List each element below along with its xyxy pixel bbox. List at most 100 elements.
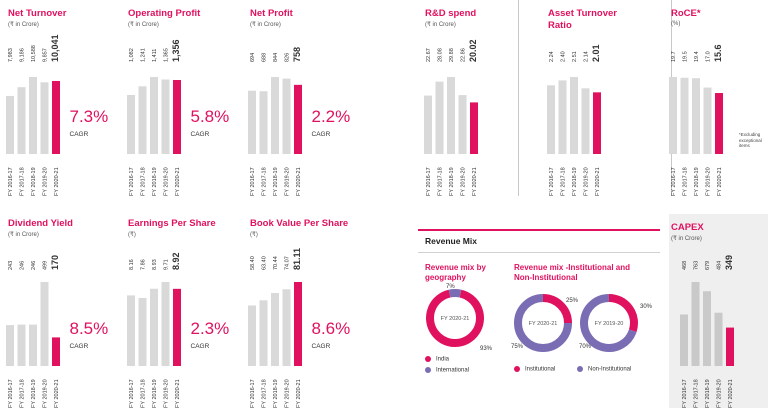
capex-bar <box>703 291 711 366</box>
dividend_yield-cagr-label: CAGR <box>70 343 89 350</box>
book_value-value-label: 58.40 <box>250 256 256 270</box>
panel-title: Book Value Per Share <box>250 218 349 229</box>
legend-label: India <box>436 356 450 363</box>
net_turnover-bar <box>29 77 37 154</box>
eps-category-label: FY 2016-17 <box>129 379 135 408</box>
operating_profit-bar <box>161 79 170 154</box>
roce-category-label: FY 2017-18 <box>683 167 689 196</box>
roce-footnote: *Excluding exceptional items <box>739 132 762 148</box>
inst_mix_2020-slice <box>608 294 638 332</box>
asset_turnover-bar <box>547 85 555 154</box>
geo_mix-slice <box>448 289 462 298</box>
rd_spend-bar <box>470 102 478 154</box>
capex-bar <box>691 282 700 366</box>
panel-unit: (%) <box>671 21 681 27</box>
asset_turnover-bar <box>593 92 601 154</box>
legend-swatch <box>425 356 431 362</box>
book_value-cagr-value: 8.6% <box>312 319 351 338</box>
book_value-category-label: FY 2018-19 <box>273 379 279 408</box>
eps-category-label: FY 2019-20 <box>164 379 170 408</box>
rd_spend-value-label: 28.08 <box>438 48 444 62</box>
roce-category-label: FY 2018-19 <box>694 167 700 196</box>
eps-bar <box>173 288 181 366</box>
panel-title: CAPEX <box>671 222 704 233</box>
roce-bar <box>715 93 723 154</box>
roce-value-label: 15.6 <box>713 44 723 62</box>
dividend_yield-category-label: FY 2016-17 <box>8 379 14 408</box>
net_turnover-category-label: FY 2020-21 <box>54 167 60 196</box>
inst_mix_2020-slice-label: 30% <box>640 304 653 310</box>
asset_turnover-category-label: FY 2017-18 <box>561 167 567 196</box>
inst_mix_2020-slice <box>580 294 637 352</box>
dividend_yield-cagr-value: 8.5% <box>70 319 109 338</box>
asset_turnover-value-label: 2.14 <box>584 51 590 62</box>
book_value-bar <box>271 293 279 366</box>
roce-value-label: 19.5 <box>683 51 689 62</box>
revenue-mix-divider <box>418 252 660 253</box>
dividend_yield-bar <box>52 337 60 366</box>
roce-value-label: 19.7 <box>671 51 677 62</box>
inst-mix-title: Revenue mix -Institutional and Non-Insti… <box>514 263 631 282</box>
net_profit-bar <box>248 90 256 154</box>
net_turnover-value-label: 7,983 <box>8 48 14 62</box>
book_value-value-label: 74.07 <box>285 256 291 270</box>
geo_mix-slice-label: 93% <box>480 346 493 352</box>
dividend_yield-category-label: FY 2020-21 <box>54 379 60 408</box>
net_profit-category-label: FY 2016-17 <box>250 167 256 196</box>
book_value-value-label: 63.40 <box>262 256 268 270</box>
net_turnover-category-label: FY 2017-18 <box>20 167 26 196</box>
operating_profit-category-label: FY 2020-21 <box>175 167 181 196</box>
operating_profit-bar <box>150 77 158 154</box>
capex-category-label: FY 2016-17 <box>682 379 688 408</box>
net_profit-category-label: FY 2020-21 <box>296 167 302 196</box>
rd_spend-category-label: FY 2016-17 <box>426 167 432 196</box>
legend-international: International <box>425 367 469 374</box>
eps-bar <box>150 288 158 366</box>
rd_spend-value-label: 29.88 <box>449 48 455 62</box>
dividend_yield-bar <box>29 324 37 366</box>
net_profit-category-label: FY 2017-18 <box>262 167 268 196</box>
eps-bar <box>161 282 170 366</box>
net_profit-value-label: 758 <box>292 47 302 62</box>
dividend_yield-value-label: 246 <box>20 261 26 270</box>
asset_turnover-bar <box>581 88 590 154</box>
net_turnover-category-label: FY 2016-17 <box>8 167 14 196</box>
dividend_yield-bar <box>6 325 14 366</box>
net_profit-category-label: FY 2018-19 <box>273 167 279 196</box>
rd_spend-value-label: 20.02 <box>468 39 478 62</box>
roce-bar <box>703 87 712 154</box>
asset_turnover-value-label: 2.24 <box>549 51 555 62</box>
rd_spend-bar <box>435 81 444 154</box>
column-divider <box>518 0 519 196</box>
net_profit-bar <box>282 78 291 154</box>
roce-category-label: FY 2020-21 <box>717 167 723 196</box>
capex-panel-background <box>669 214 768 408</box>
panel-title: RoCE* <box>671 8 701 19</box>
book_value-bar <box>294 282 302 366</box>
asset_turnover-bar <box>570 77 578 154</box>
book_value-cagr-label: CAGR <box>312 343 331 350</box>
asset_turnover-value-label: 2.40 <box>561 51 567 62</box>
eps-value-label: 7.86 <box>141 259 147 270</box>
roce-category-label: FY 2019-20 <box>706 167 712 196</box>
book_value-bar <box>248 305 256 366</box>
net_profit-value-label: 826 <box>285 53 291 62</box>
asset_turnover-bar <box>558 80 567 154</box>
rd_spend-bar <box>424 95 432 154</box>
roce-category-label: FY 2016-17 <box>671 167 677 196</box>
panel-unit: (₹) <box>250 232 258 238</box>
geo_mix-center-label: FY 2020-21 <box>441 316 470 322</box>
rd_spend-category-label: FY 2019-20 <box>461 167 467 196</box>
eps-cagr-label: CAGR <box>191 343 210 350</box>
asset_turnover-category-label: FY 2016-17 <box>549 167 555 196</box>
roce-bar <box>692 78 700 154</box>
operating_profit-category-label: FY 2019-20 <box>164 167 170 196</box>
legend-swatch <box>514 366 520 372</box>
eps-value-label: 9.71 <box>164 259 170 270</box>
eps-category-label: FY 2020-21 <box>175 379 181 408</box>
net_turnover-bar <box>40 82 49 154</box>
dividend_yield-value-label: 499 <box>43 261 49 270</box>
eps-category-label: FY 2018-19 <box>152 379 158 408</box>
capex-value-label: 468 <box>682 261 688 270</box>
panel-unit: (₹ in Crore) <box>8 232 39 238</box>
